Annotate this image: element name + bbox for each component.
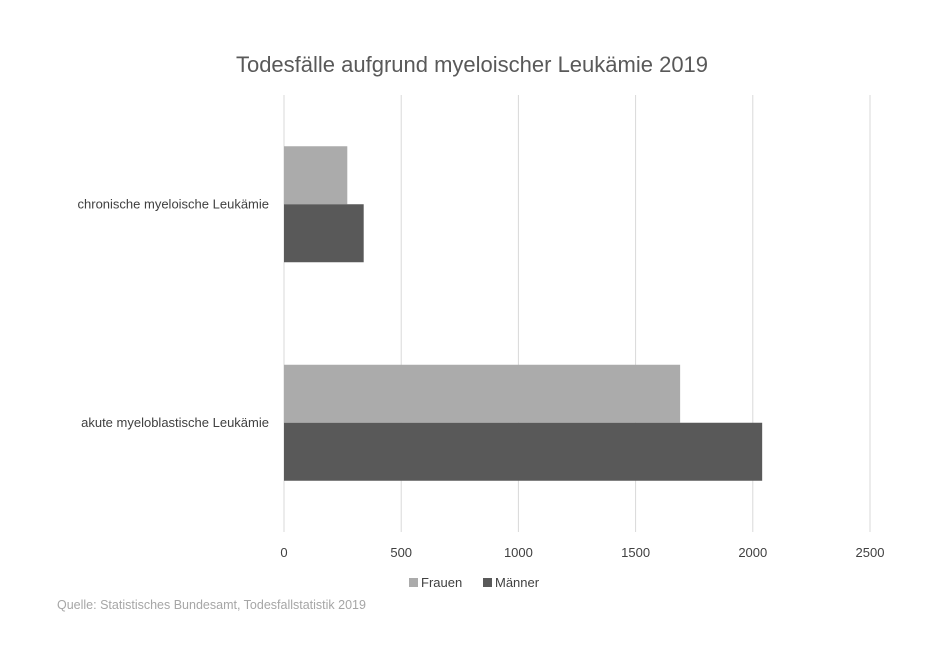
legend-label: Frauen — [421, 575, 462, 590]
bar-frauen-1 — [284, 364, 681, 423]
x-tick-label: 500 — [390, 545, 412, 560]
legend-label: Männer — [495, 575, 540, 590]
category-label: akute myeloblastische Leukämie — [81, 415, 269, 430]
bar-männer-0 — [284, 204, 364, 263]
chart-title: Todesfälle aufgrund myeloischer Leukämie… — [236, 52, 708, 77]
legend-swatch — [483, 578, 492, 587]
x-tick-labels: 0 500 1000 1500 2000 2500 — [280, 545, 884, 560]
bar-männer-1 — [284, 422, 763, 481]
legend-swatch — [409, 578, 418, 587]
category-labels: chronische myeloische Leukämie akute myel… — [78, 196, 269, 430]
bars — [284, 146, 763, 481]
x-tick-label: 2000 — [738, 545, 767, 560]
x-tick-label: 1000 — [504, 545, 533, 560]
source-note: Quelle: Statistisches Bundesamt, Todesfa… — [57, 598, 366, 612]
x-tick-label: 0 — [280, 545, 287, 560]
bar-frauen-0 — [284, 146, 348, 205]
category-label: chronische myeloische Leukämie — [78, 196, 269, 211]
x-tick-label: 2500 — [856, 545, 885, 560]
x-tick-label: 1500 — [621, 545, 650, 560]
legend: Frauen Männer — [409, 575, 540, 590]
